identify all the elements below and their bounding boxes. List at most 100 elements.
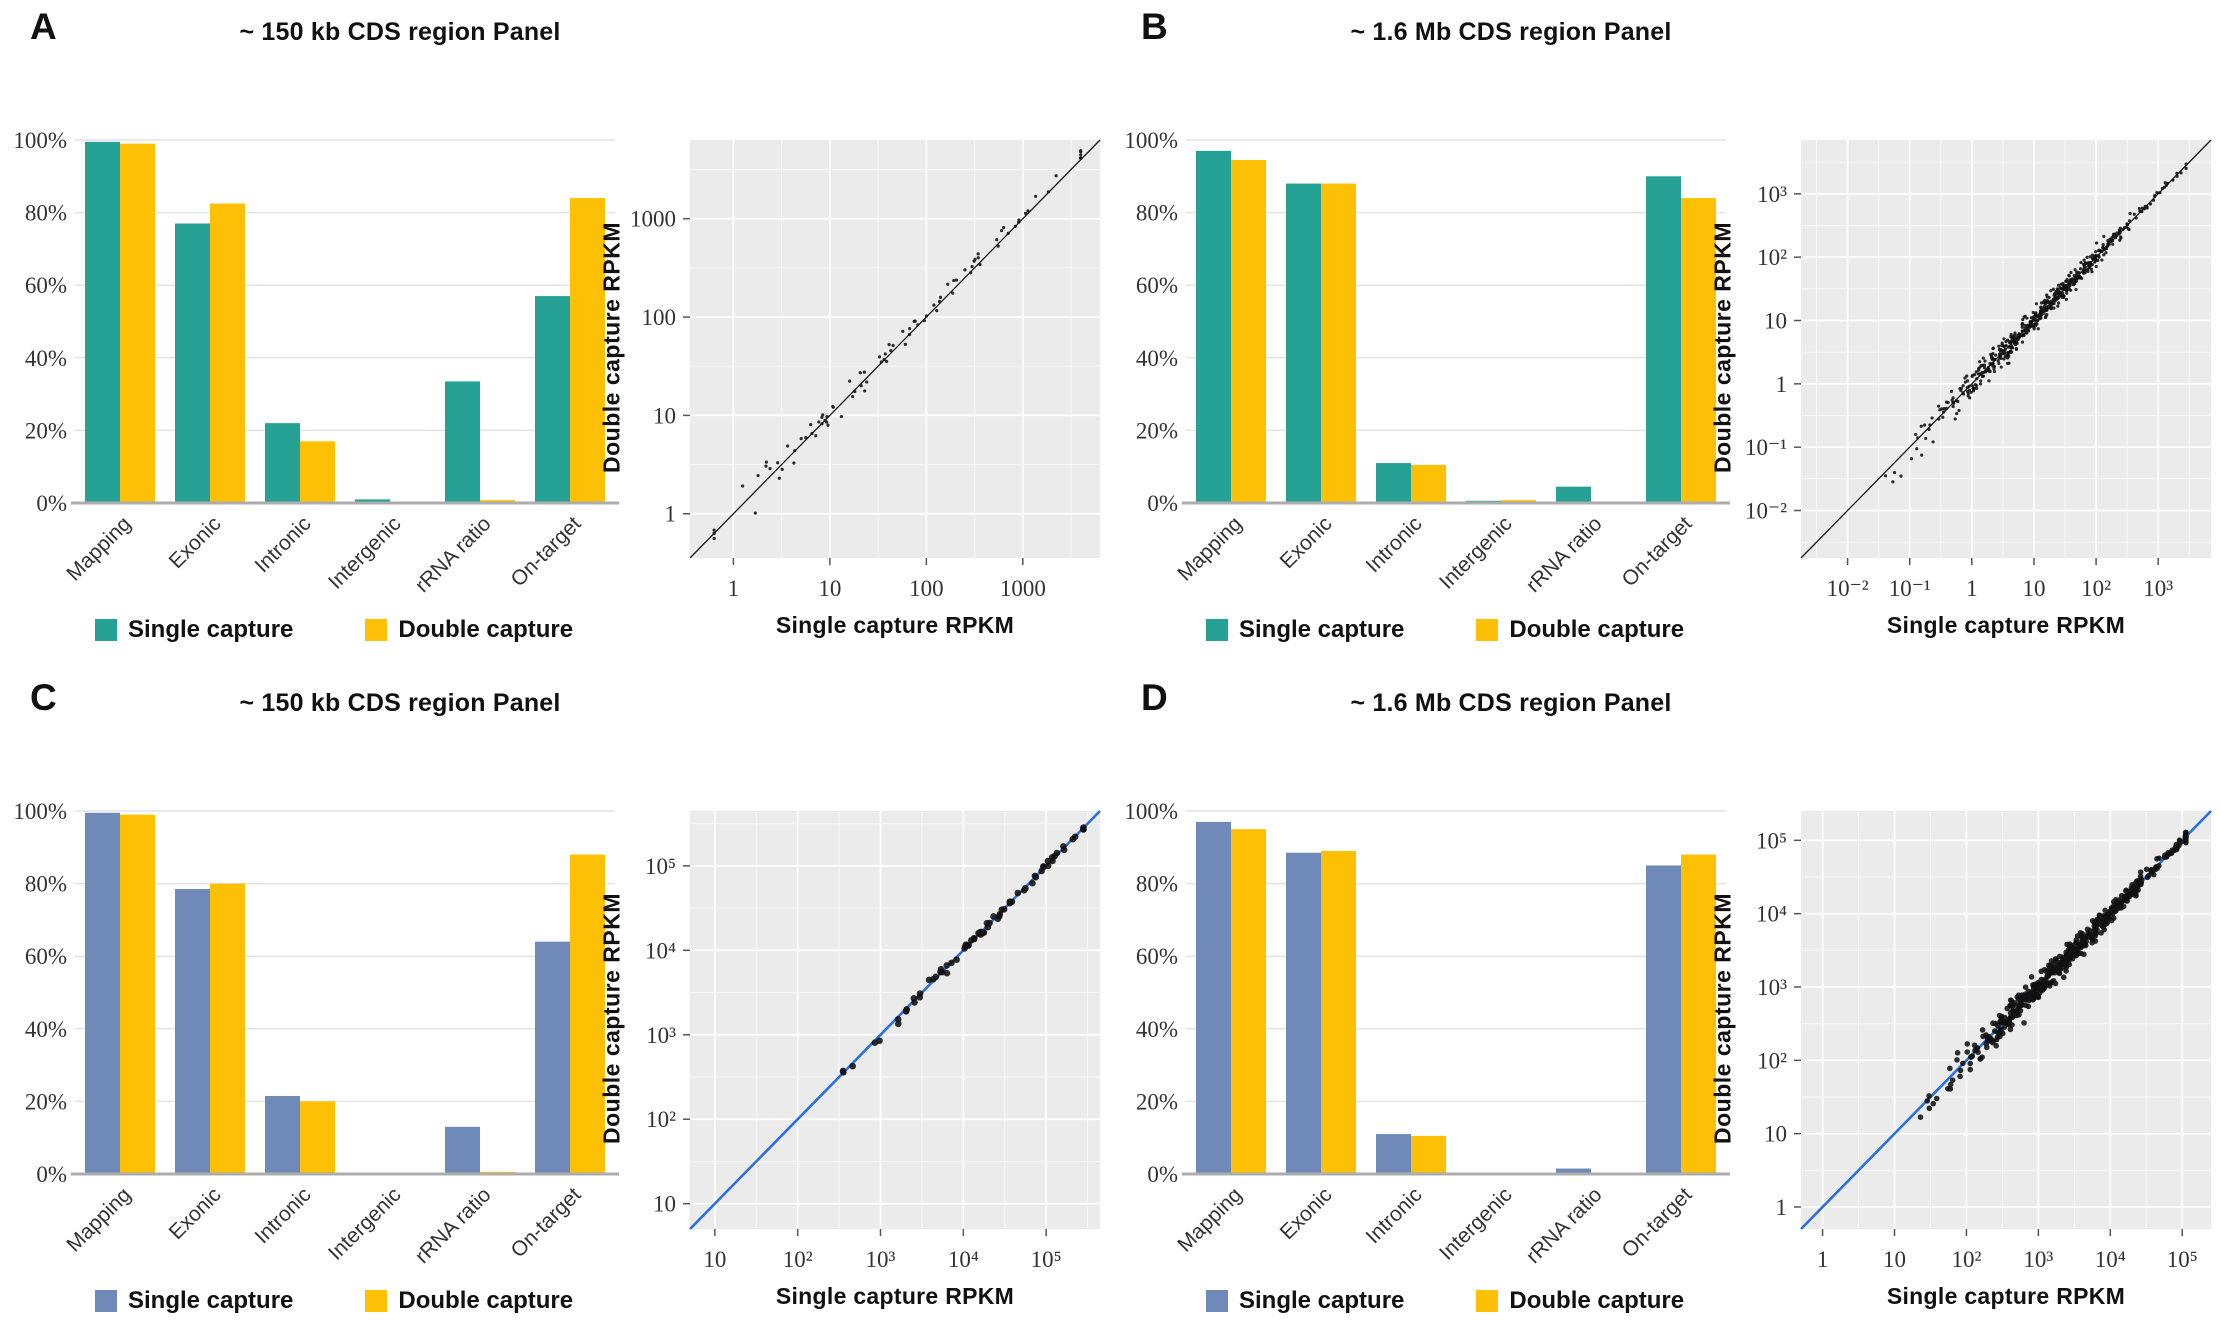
scatter-point: [1976, 372, 1981, 376]
scatter-point: [1964, 1049, 1971, 1055]
y-tick-label: 10³: [646, 1023, 676, 1048]
scatter-point: [1966, 379, 1970, 383]
scatter-point: [953, 956, 960, 964]
scatter-point: [1928, 423, 1932, 427]
bar-category-label: rRNA ratio: [1522, 1183, 1607, 1268]
scatter-point: [2098, 930, 2104, 936]
scatter-point: [2042, 311, 2046, 315]
bar-intronic-double-capture: [300, 441, 335, 503]
scatter-point: [2058, 290, 2062, 294]
bar-category-label: Mapping: [62, 1183, 135, 1256]
scatter-point: [2063, 968, 2069, 974]
scatter-point: [1990, 1020, 1996, 1027]
scatter-point: [1034, 194, 1038, 198]
scatter-point: [2064, 958, 2070, 965]
scatter-point: [1046, 190, 1050, 194]
scatter-point: [1942, 407, 1946, 411]
scatter-point: [2158, 191, 2162, 195]
panel-letter-d: D: [1141, 677, 1168, 718]
bar-exonic-single-capture: [1286, 852, 1321, 1174]
scatter-point: [2127, 219, 2132, 223]
panel-letter-c: C: [30, 677, 57, 718]
bar-y-tick-label: 80%: [1136, 872, 1178, 897]
scatter-point: [1071, 833, 1079, 841]
scatter-point: [2142, 207, 2146, 211]
scatter-point: [2002, 337, 2006, 341]
scatter-point: [2052, 306, 2056, 310]
bar-on-target-double-capture: [570, 854, 605, 1174]
bar-rrna-ratio-single-capture: [445, 1126, 480, 1174]
bar-exonic-single-capture: [175, 223, 210, 503]
scatter-points: [1883, 162, 2188, 484]
scatter-point: [2051, 287, 2055, 291]
bar-chart-d: 100% 80% 60% 40% 20% 0%Mapping Exonic Intronic I…: [1124, 799, 1730, 1268]
scatter-point: [2044, 306, 2048, 310]
x-tick-label: 10³: [2023, 1247, 2053, 1272]
scatter-point: [970, 265, 974, 269]
scatter-point: [1971, 384, 1975, 388]
scatter-point: [1937, 417, 1941, 421]
scatter-point: [1049, 857, 1056, 865]
scatter-point: [937, 299, 942, 304]
legend-label: Single capture: [1239, 616, 1405, 643]
scatter-point: [1978, 365, 1982, 369]
scatter-point: [2124, 892, 2130, 898]
scatter-point: [2031, 310, 2035, 315]
scatter-point: [1926, 1105, 1933, 1112]
scatter-point: [2023, 996, 2030, 1003]
legend-c: Single capture Double capture: [95, 1287, 573, 1315]
scatter-point: [2105, 915, 2112, 921]
scatter-point: [1966, 391, 1970, 396]
legend-item: Single capture: [95, 1287, 293, 1315]
scatter-point: [2082, 265, 2086, 269]
scatter-point: [990, 913, 997, 920]
scatter-point: [2122, 226, 2126, 230]
scatter-point: [2039, 301, 2044, 305]
scatter-point: [1960, 1060, 1966, 1067]
scatter-point: [889, 349, 893, 353]
bar-intronic-single-capture: [1376, 1134, 1411, 1174]
scatter-point: [2028, 974, 2035, 980]
scatter-point: [1883, 474, 1888, 478]
scatter-point: [831, 404, 835, 408]
scatter-point: [916, 323, 920, 327]
legend-item: Double capture: [365, 1287, 573, 1315]
scatter-point: [2009, 334, 2013, 339]
scatter-point: [2064, 279, 2068, 283]
scatter-point: [1006, 231, 1010, 235]
scatter-point: [2020, 340, 2025, 344]
legend-b: Single capture Double capture: [1206, 616, 1684, 644]
y-tick-label: 10⁻¹: [1745, 435, 1787, 460]
x-tick-label: 10²: [1951, 1247, 1981, 1272]
scatter-point: [1973, 383, 1978, 387]
scatter-point: [1955, 411, 1959, 416]
scatter-point: [809, 423, 813, 427]
scatter-point: [2081, 951, 2087, 958]
scatter-point: [712, 536, 716, 541]
scatter-point: [2145, 205, 2149, 209]
scatter-point: [951, 291, 955, 295]
scatter-point: [825, 415, 829, 419]
scatter-point: [954, 278, 959, 282]
scatter-point: [2153, 193, 2157, 198]
y-tick-label: 1: [1776, 372, 1788, 397]
legend-label: Double capture: [398, 1287, 574, 1314]
bar-mapping-double-capture: [1231, 829, 1266, 1174]
scatter-point: [2119, 236, 2123, 240]
legend-swatch: [95, 619, 117, 641]
scatter-point: [2074, 279, 2078, 283]
scatter-point: [2007, 1026, 2014, 1033]
scatter-point: [2065, 284, 2069, 288]
scatter-point: [943, 969, 951, 977]
scatter-point: [2162, 852, 2168, 859]
scatter-point: [1924, 1098, 1931, 1104]
scatter-point: [2065, 291, 2069, 295]
y-tick-label: 10⁴: [645, 938, 676, 963]
scatter-point: [1971, 373, 1975, 377]
scatter-point: [922, 319, 926, 323]
scatter-point: [2176, 838, 2183, 844]
scatter-point: [2116, 905, 2123, 911]
scatter-point: [2160, 186, 2165, 191]
scatter-point: [1998, 1018, 2004, 1024]
scatter-point: [777, 476, 781, 480]
